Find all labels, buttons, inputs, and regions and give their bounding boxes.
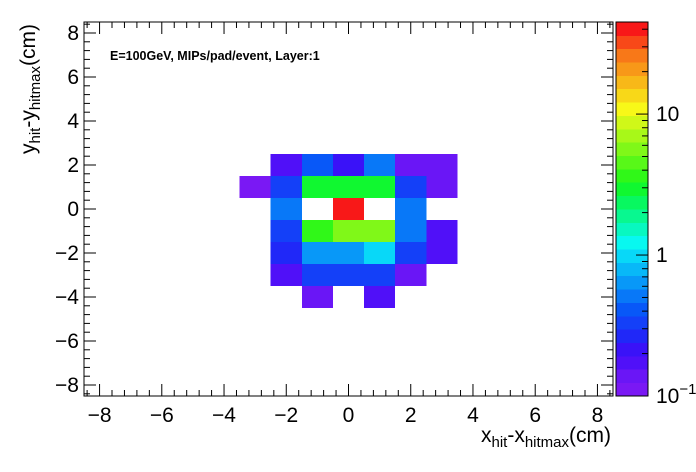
y-tick-label: −6 <box>55 330 79 353</box>
heatmap-cell <box>270 154 302 176</box>
x-tick-label: 2 <box>405 404 417 427</box>
colorbar-swatch <box>616 142 648 156</box>
heatmap-cell <box>364 264 396 286</box>
colorbar-swatch <box>616 102 648 116</box>
y-tick-label: 4 <box>67 110 79 133</box>
x-tick-label: 4 <box>467 404 479 427</box>
colorbar-swatch <box>616 128 648 143</box>
y-tick-label: −4 <box>55 286 79 309</box>
colorbar-swatch <box>616 75 648 90</box>
y-tick-label: 2 <box>67 154 79 177</box>
colorbar-swatch <box>616 209 648 223</box>
heatmap-cells <box>239 154 458 308</box>
x-tick-label: −4 <box>212 404 236 427</box>
heatmap-cell <box>395 242 427 264</box>
heatmap-cell <box>395 176 427 198</box>
heatmap-cell <box>364 176 396 198</box>
colorbar-swatch <box>616 235 648 250</box>
heatmap-cell <box>270 220 302 242</box>
heatmap-cell <box>332 198 365 220</box>
heatmap-cell <box>395 198 427 220</box>
heatmap-cell <box>270 242 302 264</box>
heatmap-cell <box>301 264 333 286</box>
x-tick-label: 6 <box>529 404 541 427</box>
colorbar-swatch <box>616 155 648 170</box>
colorbar-frame <box>615 21 649 397</box>
x-axis-title: xhit-xhitmax(cm) <box>481 424 611 451</box>
colorbar-swatch <box>616 329 648 343</box>
heatmap-cell <box>332 154 365 176</box>
colorbar-swatch <box>616 302 648 317</box>
heatmap-cell <box>426 220 458 242</box>
colorbar-swatch <box>616 382 648 397</box>
heatmap-cell <box>301 176 333 198</box>
heatmap-cell <box>426 176 458 198</box>
colorbar-swatch <box>616 342 648 357</box>
y-tick-label: 8 <box>67 22 79 45</box>
colorbar-swatch <box>616 315 648 330</box>
heatmap-cell <box>426 242 458 264</box>
x-tick-label: 0 <box>343 404 355 427</box>
heatmap-cell <box>364 220 396 242</box>
heatmap-cell <box>301 220 333 242</box>
colorbar-swatch <box>616 62 648 76</box>
heatmap-cell <box>364 286 396 308</box>
colorbar-swatch <box>616 249 648 263</box>
x-axis: −8 −6 −4 −2 0 2 4 6 8 <box>86 22 611 427</box>
x-tick-label: −8 <box>88 404 112 427</box>
colorbar-swatch <box>616 222 648 237</box>
heatmap-cell <box>332 176 365 198</box>
heatmap-cell <box>364 242 396 264</box>
y-tick-label: −2 <box>55 242 79 265</box>
heatmap-cell <box>301 242 333 264</box>
y-tick-label: 6 <box>67 66 79 89</box>
heatmap-cell <box>239 176 271 198</box>
plot-annotation: E=100GeV, MIPs/pad/event, Layer:1 <box>110 49 320 63</box>
heatmap-cell <box>301 286 333 308</box>
heatmap-cell <box>332 264 365 286</box>
colorbar-swatch <box>616 182 648 197</box>
colorbar-tick-label: 10 <box>656 103 679 126</box>
heatmap-cell <box>364 154 396 176</box>
heatmap-cell <box>395 220 427 242</box>
colorbar-swatch <box>616 195 648 210</box>
x-tick-label: −6 <box>150 404 174 427</box>
y-axis-title: yhit-yhitmax(cm) <box>17 24 44 154</box>
colorbar-swatch <box>616 262 648 277</box>
x-tick-label: −2 <box>274 404 298 427</box>
colorbar-tick-label: 10−1 <box>656 381 696 408</box>
heatmap-cell <box>395 264 427 286</box>
colorbar-swatch <box>616 115 648 130</box>
heatmap-cell <box>426 154 458 176</box>
colorbar-swatch <box>616 35 648 50</box>
x-tick-label: 8 <box>592 404 604 427</box>
colorbar-swatch <box>616 275 648 290</box>
heatmap-cell <box>301 154 333 176</box>
colorbar-swatch <box>616 289 648 303</box>
colorbar-tick-label: 1 <box>656 244 668 267</box>
y-tick-label: 0 <box>67 198 79 221</box>
colorbar-swatch <box>616 88 648 103</box>
heatmap-cell <box>270 176 302 198</box>
heatmap-cell <box>270 264 302 286</box>
colorbar-swatch <box>616 355 648 370</box>
colorbar-swatch <box>616 369 648 384</box>
colorbar-swatch <box>616 22 648 36</box>
heatmap-cell <box>332 220 365 242</box>
colorbar-swatch <box>616 168 648 183</box>
y-axis: −8 −6 −4 −2 0 2 4 6 8 <box>55 22 613 397</box>
heatmap-cell <box>395 154 427 176</box>
heatmap-cell <box>332 242 365 264</box>
y-tick-label: −8 <box>55 374 79 397</box>
heatmap-cell <box>270 198 302 220</box>
colorbar-swatch <box>616 48 648 63</box>
color-scale-bar: 10−1 1 10 <box>615 21 696 408</box>
